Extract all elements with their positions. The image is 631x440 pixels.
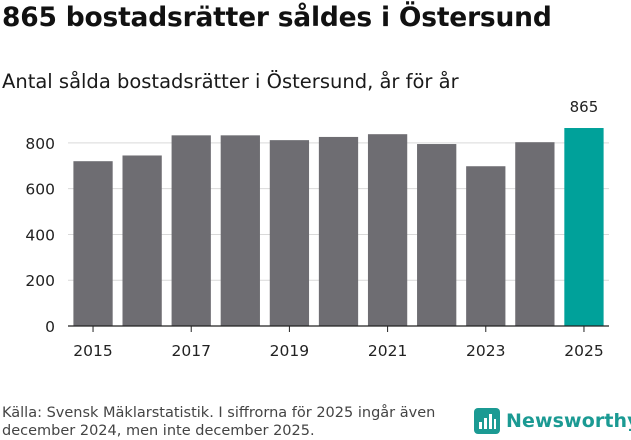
- bar-2025: [564, 128, 604, 326]
- bar-2021: [367, 134, 408, 326]
- x-tick-label: 2025: [564, 342, 603, 360]
- y-tick-label: 200: [25, 272, 55, 290]
- bar-2023: [466, 166, 506, 326]
- y-tick-label: 600: [25, 181, 55, 199]
- bar-2022: [417, 144, 457, 326]
- bar-chart: 0 200 400 600 800 2015 2017 2019 2021 2023 2025 865: [25, 98, 609, 360]
- x-tick-label: 2015: [73, 342, 112, 360]
- y-tick-label: 0: [45, 318, 55, 336]
- y-tick-label: 400: [25, 226, 55, 244]
- bar-2024: [515, 142, 555, 326]
- bar-2016: [122, 155, 162, 326]
- x-tick-label: 2017: [171, 342, 210, 360]
- chart-title: 865 bostadsrätter såldes i Östersund: [2, 2, 552, 33]
- brand-logo: Newsworthy: [474, 408, 631, 434]
- source-note: Källa: Svensk Mäklarstatistik. I siffror…: [2, 405, 436, 439]
- x-tick-label: 2021: [368, 342, 407, 360]
- bar-2018: [220, 135, 260, 326]
- brand-name: Newsworthy: [506, 410, 631, 432]
- x-tick-label: 2023: [466, 342, 505, 360]
- bar-2015: [73, 161, 113, 326]
- bar-2019: [269, 140, 310, 326]
- bar-2020: [318, 136, 359, 326]
- y-tick-label: 800: [25, 135, 55, 153]
- data-label-2025: 865: [570, 98, 599, 116]
- bar-2017: [171, 135, 211, 326]
- x-tick-label: 2019: [270, 342, 309, 360]
- chart-subtitle: Antal sålda bostadsrätter i Östersund, å…: [2, 70, 459, 93]
- newsworthy-logo-icon: [474, 408, 500, 434]
